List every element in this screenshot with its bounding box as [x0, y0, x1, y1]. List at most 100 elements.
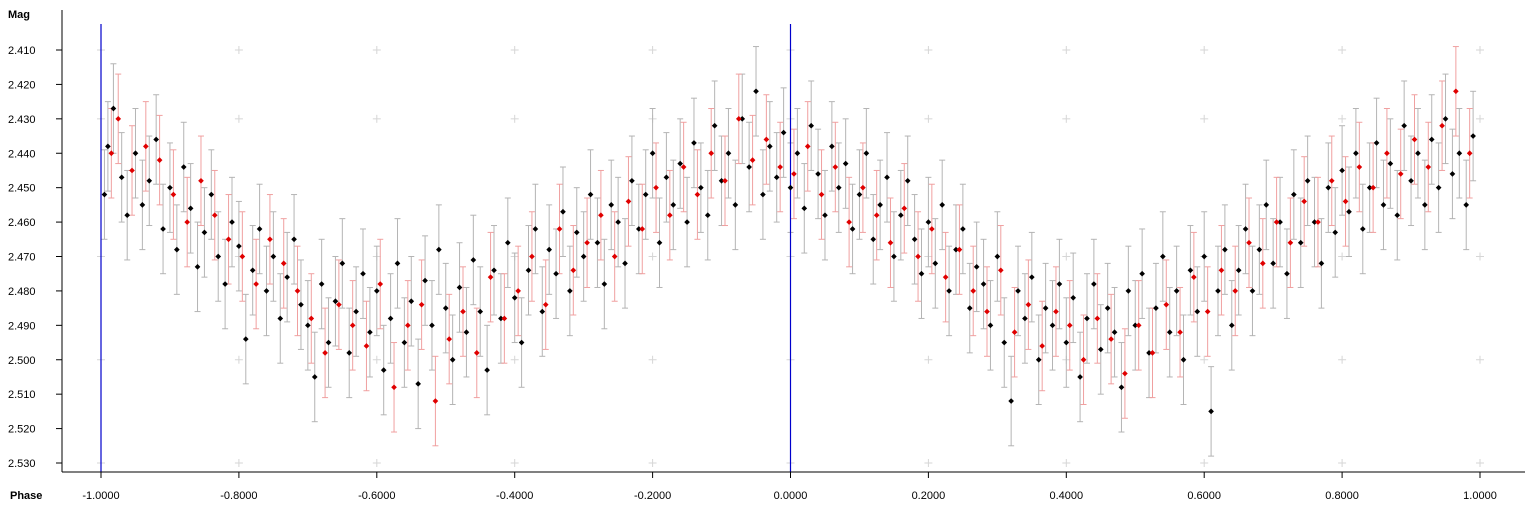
data-point-black: [194, 263, 201, 270]
data-point-red: [970, 288, 977, 294]
data-point-black: [401, 339, 408, 346]
data-point-black: [146, 177, 153, 184]
data-point-black: [160, 226, 166, 232]
data-point-red: [404, 322, 411, 329]
data-point-black: [1208, 408, 1214, 415]
data-point-black: [1035, 356, 1042, 363]
data-point-black: [580, 253, 587, 260]
data-point-black: [629, 177, 635, 184]
data-point-red: [156, 157, 163, 163]
data-point-black: [332, 298, 339, 305]
data-point-black: [442, 305, 449, 311]
data-point-black: [1435, 184, 1442, 191]
data-point-red: [749, 157, 756, 163]
data-point-black: [339, 260, 346, 267]
data-point-red: [1122, 370, 1128, 377]
x-tick-label: 0.6000: [1187, 490, 1221, 502]
data-point-red: [336, 301, 342, 308]
y-tick-label: 2.490: [8, 320, 36, 332]
data-point-black: [1325, 184, 1332, 191]
data-point-black: [760, 191, 766, 198]
data-point-black: [773, 174, 780, 181]
data-point-red: [1163, 301, 1170, 308]
data-point-red: [446, 336, 453, 342]
data-point-black: [1291, 191, 1297, 198]
data-point-red: [129, 167, 135, 174]
data-point-black: [470, 257, 477, 263]
data-point-black: [1277, 219, 1283, 225]
data-point-black: [711, 122, 718, 129]
data-point-red: [267, 236, 273, 243]
data-point-red: [1384, 150, 1390, 157]
data-point-red: [487, 274, 494, 280]
data-point-black: [546, 246, 553, 253]
data-point-black: [449, 356, 456, 363]
data-point-black: [1332, 229, 1339, 236]
data-point-black: [139, 202, 146, 208]
data-point-red: [1273, 219, 1280, 225]
data-point-black: [346, 350, 353, 356]
data-point-black: [325, 339, 332, 346]
data-point-black: [132, 150, 139, 157]
data-point-red: [1259, 260, 1266, 267]
data-point-black: [1022, 315, 1028, 322]
y-tick-label: 2.470: [8, 252, 36, 264]
data-point-black: [980, 281, 987, 287]
data-point-red: [198, 177, 204, 184]
data-point-black: [525, 267, 532, 274]
data-point-black: [208, 191, 215, 198]
data-point-red: [1453, 88, 1459, 95]
data-point-red: [1370, 184, 1376, 191]
data-point-black: [801, 205, 808, 212]
y-tick-label: 2.480: [8, 286, 36, 298]
phase-markers: [100, 24, 792, 472]
data-point-black: [463, 329, 470, 336]
data-point-black: [1222, 246, 1228, 253]
data-point-black: [118, 174, 125, 181]
y-tick-label: 2.460: [8, 217, 36, 229]
data-point-black: [532, 226, 539, 232]
data-point-black: [477, 308, 484, 315]
data-point-black: [1401, 122, 1407, 129]
data-point-black: [822, 212, 828, 219]
data-point-black: [1456, 150, 1463, 157]
data-point-black: [367, 329, 373, 336]
data-point-red: [529, 253, 535, 260]
data-point-red: [832, 164, 839, 170]
data-point-black: [1049, 322, 1056, 329]
data-point-black: [1284, 270, 1290, 277]
data-point-black: [311, 374, 318, 380]
data-point-black: [1408, 177, 1414, 184]
data-point-black: [684, 219, 690, 225]
data-point-black: [1415, 150, 1421, 157]
data-point-black: [277, 315, 284, 322]
data-point-black: [167, 184, 173, 191]
data-point-red: [349, 322, 356, 329]
data-point-black: [153, 136, 159, 143]
data-point-red: [1232, 288, 1239, 294]
grid-markers: [97, 46, 1484, 467]
data-point-red: [1218, 267, 1225, 274]
data-point-black: [291, 236, 297, 243]
data-point-black: [436, 246, 442, 253]
data-point-black: [318, 281, 325, 287]
data-point-black: [1077, 374, 1083, 380]
data-point-red: [680, 164, 687, 170]
data-point-red: [322, 350, 328, 356]
data-point-black: [732, 202, 739, 208]
data-point-black: [415, 381, 421, 387]
x-tick-label: -0.6000: [358, 490, 395, 502]
data-point-black: [511, 294, 518, 301]
data-point-red: [846, 219, 852, 225]
data-point-black: [256, 226, 263, 232]
data-point-red: [791, 171, 797, 177]
data-point-black: [587, 191, 594, 198]
data-point-black: [1359, 226, 1366, 232]
data-point-black: [966, 305, 973, 311]
data-point-black: [829, 143, 835, 150]
data-point-red: [225, 236, 232, 243]
data-point-black: [380, 367, 387, 373]
data-point-red: [1094, 315, 1101, 322]
data-point-black: [884, 174, 890, 181]
